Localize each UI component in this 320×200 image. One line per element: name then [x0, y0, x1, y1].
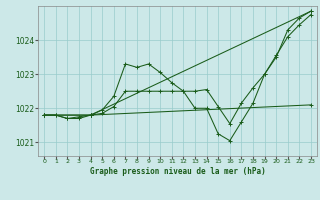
- X-axis label: Graphe pression niveau de la mer (hPa): Graphe pression niveau de la mer (hPa): [90, 167, 266, 176]
